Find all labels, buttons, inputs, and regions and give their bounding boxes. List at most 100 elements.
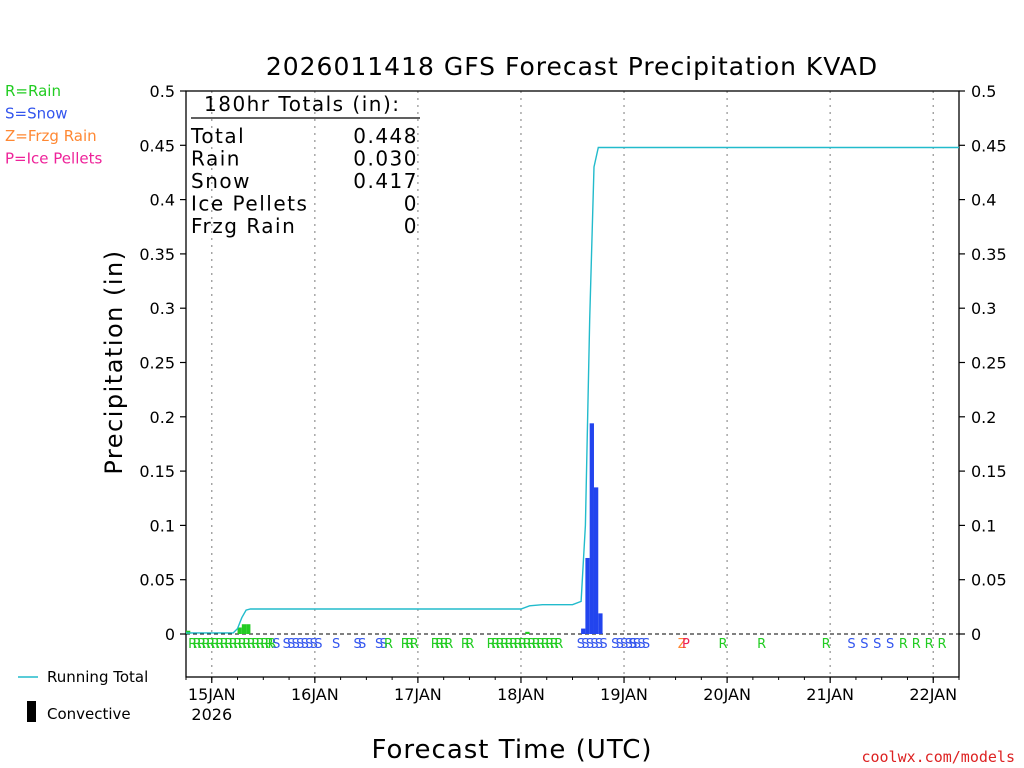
ptype-marker: S xyxy=(379,637,387,652)
ptype-marker: S xyxy=(628,637,636,652)
ptype-marker: R xyxy=(401,637,410,652)
ptype-marker: S xyxy=(595,637,603,652)
ptype-marker: R xyxy=(410,637,419,652)
ptype-marker: S xyxy=(301,637,309,652)
ptype-marker: R xyxy=(719,637,728,652)
totals-row-label: Rain xyxy=(191,147,241,171)
ptype-marker: S xyxy=(314,637,322,652)
ptype-marker: S xyxy=(590,637,598,652)
ptype-marker: R xyxy=(211,637,220,652)
y-tick-label-left: 0.2 xyxy=(150,408,175,427)
y-tick-label-left: 0.25 xyxy=(139,354,175,373)
ptype-marker: S xyxy=(633,637,641,652)
totals-row-value: 0.417 xyxy=(353,169,418,193)
y-tick-label-left: 0.05 xyxy=(139,571,175,590)
y-tick-label-left: 0.45 xyxy=(139,136,175,155)
x-tick-label: 17JAN xyxy=(394,685,442,704)
ptype-marker: R xyxy=(509,637,518,652)
totals-row-value: 0.448 xyxy=(353,124,418,148)
ptype-marker: R xyxy=(536,637,545,652)
ptype-marker: R xyxy=(260,637,269,652)
ptype-marker: R xyxy=(505,637,514,652)
precip-bar xyxy=(241,624,247,634)
ptype-marker: R xyxy=(238,637,247,652)
ptype-marker: R xyxy=(224,637,233,652)
y-tick-label-right: 0.45 xyxy=(971,136,1007,155)
ptype-marker: R xyxy=(757,637,766,652)
x-tick-label: 16JAN xyxy=(291,685,339,704)
ptype-marker: S xyxy=(332,637,340,652)
x-axis-label: Forecast Time (UTC) xyxy=(371,735,652,765)
running-total-legend-label: Running Total xyxy=(47,668,148,686)
y-tick-label-left: 0.35 xyxy=(139,245,175,264)
ptype-marker: R xyxy=(541,637,550,652)
ptype-marker: R xyxy=(435,637,444,652)
ptype-marker: R xyxy=(197,637,206,652)
ptype-marker: S xyxy=(305,637,313,652)
ptype-marker: R xyxy=(256,637,265,652)
series-legend: Running Total Convective xyxy=(18,668,148,723)
credit-link[interactable]: coolwx.com/models xyxy=(861,748,1015,766)
ptype-marker: R xyxy=(487,637,496,652)
ptype-marker: R xyxy=(532,637,541,652)
precip-bar xyxy=(585,557,590,634)
x-tick-label: 20JAN xyxy=(703,685,751,704)
ptype-marker: S xyxy=(620,637,628,652)
ptype-marker: R xyxy=(405,637,414,652)
ptype-marker: R xyxy=(514,637,523,652)
y-tick-label-right: 0.2 xyxy=(971,408,996,427)
ptype-marker: R xyxy=(554,637,563,652)
ptype-legend-item: R=Rain xyxy=(5,82,61,100)
ptype-marker: R xyxy=(220,637,229,652)
y-tick-label-right: 0.05 xyxy=(971,571,1007,590)
ptype-legend-item: Z=Frzg Rain xyxy=(5,127,97,145)
ptype-marker: R xyxy=(188,637,197,652)
x-tick-label: 19JAN xyxy=(600,685,648,704)
ptype-marker: Z xyxy=(678,637,687,652)
y-tick-label-right: 0.1 xyxy=(971,516,996,535)
ptype-marker: R xyxy=(242,637,251,652)
ptype-marker: R xyxy=(500,637,509,652)
ptype-marker: R xyxy=(465,637,474,652)
ptype-marker: S xyxy=(642,637,650,652)
y-tick-label-left: 0.3 xyxy=(150,299,175,318)
totals-row-label: Ice Pellets xyxy=(191,192,308,216)
totals-row-label: Total xyxy=(190,124,245,148)
ptype-legend-item: P=Ice Pellets xyxy=(5,150,102,168)
totals-row-value: 0.030 xyxy=(353,147,418,171)
ptype-marker: S xyxy=(616,637,624,652)
ptype-marker: S xyxy=(310,637,318,652)
ptype-marker: S xyxy=(886,637,894,652)
x-tick-sublabel: 2026 xyxy=(191,705,232,724)
y-tick-label-right: 0.25 xyxy=(971,354,1007,373)
ptype-marker: R xyxy=(527,637,536,652)
y-tick-label-right: 0.35 xyxy=(971,245,1007,264)
chart-title: 2026011418 GFS Forecast Precipitation KV… xyxy=(266,52,878,81)
ptype-marker: R xyxy=(545,637,554,652)
ptype-marker: R xyxy=(518,637,527,652)
totals-row-label: Snow xyxy=(191,169,251,193)
ptype-marker: S xyxy=(599,637,607,652)
ptype-marker: P xyxy=(682,637,690,652)
ptype-marker: S xyxy=(287,637,295,652)
precip-bar xyxy=(237,627,242,634)
totals-row-value: 0 xyxy=(404,214,418,238)
precip-bar xyxy=(246,624,251,634)
ptype-marker: R xyxy=(206,637,215,652)
ptype-marker: R xyxy=(268,637,277,652)
ptype-marker: S xyxy=(292,637,300,652)
ptype-marker: R xyxy=(461,637,470,652)
y-tick-label-right: 0.4 xyxy=(971,191,996,210)
precip-bar xyxy=(525,631,530,634)
y-tick-label-left: 0.1 xyxy=(150,516,175,535)
precip-bar xyxy=(581,628,586,634)
ptype-legend-item: S=Snow xyxy=(5,105,68,123)
ptype-marker: R xyxy=(822,637,831,652)
precip-bars xyxy=(186,423,603,634)
ptype-marker: R xyxy=(215,637,224,652)
totals-row-value: 0 xyxy=(404,192,418,216)
y-axis-label: Precipitation (in) xyxy=(100,249,128,474)
